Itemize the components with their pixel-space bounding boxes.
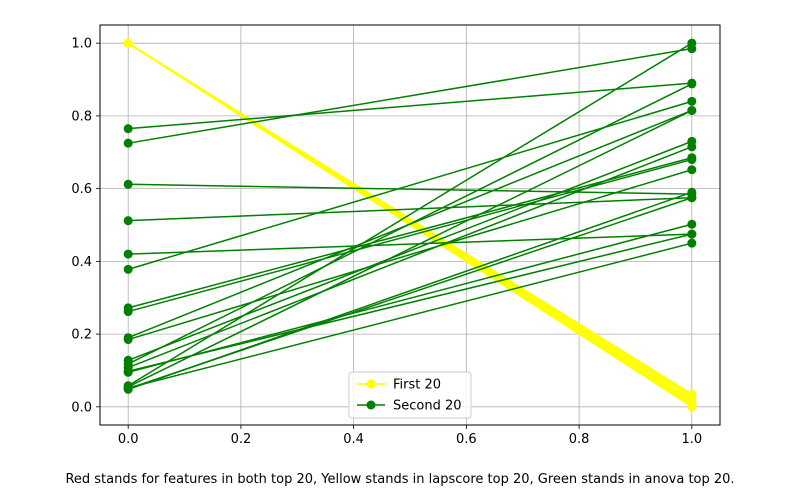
series-line	[127, 223, 693, 373]
legend-label: Second 20	[393, 399, 462, 414]
series-line	[128, 47, 692, 144]
data-point	[687, 155, 697, 165]
x-tick-label: 0.6	[456, 432, 477, 447]
data-point	[123, 38, 133, 48]
x-tick-label: 0.0	[118, 432, 139, 447]
data-point	[687, 142, 697, 152]
series-layer	[123, 38, 697, 412]
data-point	[687, 238, 697, 248]
y-tick-label: 0.6	[71, 182, 92, 197]
series-line	[127, 83, 693, 365]
legend: First 20 Second 20	[348, 371, 472, 419]
series-line	[127, 100, 693, 271]
series-line	[127, 42, 693, 387]
y-tick-label: 1.0	[71, 37, 92, 52]
data-point	[123, 384, 133, 394]
data-point	[123, 179, 133, 189]
series-line	[127, 242, 693, 389]
series-line	[127, 42, 693, 408]
series-line	[127, 109, 693, 388]
data-point	[687, 105, 697, 115]
data-point	[687, 219, 697, 229]
data-point	[687, 79, 697, 89]
data-point	[687, 96, 697, 106]
series-line	[127, 169, 693, 341]
series-2	[123, 38, 697, 394]
x-tick-label: 0.8	[569, 432, 590, 447]
x-tick-label: 0.4	[343, 432, 364, 447]
legend-label: First 20	[393, 378, 441, 393]
data-point	[687, 165, 697, 175]
series-line	[128, 82, 692, 130]
series-line	[128, 183, 692, 195]
series-line	[127, 158, 693, 313]
legend-swatch-marker	[366, 400, 376, 410]
y-tick-label: 0.4	[71, 255, 92, 270]
legend-swatch-marker	[366, 379, 376, 389]
y-tick-label: 0.8	[71, 109, 92, 124]
data-point	[687, 193, 697, 203]
data-point	[123, 138, 133, 148]
data-point	[123, 249, 133, 259]
x-tick-label: 0.2	[231, 432, 252, 447]
y-tick-label: 0.0	[71, 400, 92, 415]
series-line	[127, 197, 693, 390]
data-point	[123, 335, 133, 345]
data-point	[123, 264, 133, 274]
series-line	[127, 146, 693, 369]
data-point	[123, 367, 133, 377]
y-tick-label: 0.2	[71, 328, 92, 343]
x-tick-label: 1.0	[681, 432, 702, 447]
data-point	[687, 229, 697, 239]
series-line	[127, 157, 693, 309]
data-point	[687, 38, 697, 48]
ticks: 0.0 0.2 0.4 0.6 0.8 1.0 0.0 0.2 0.4 0.6 0.8 1.0	[71, 37, 702, 447]
series-line	[127, 140, 693, 361]
data-point	[687, 402, 697, 412]
data-point	[123, 307, 133, 317]
series-line	[128, 233, 692, 255]
plot-frame	[99, 24, 721, 426]
series-line	[128, 196, 692, 222]
data-point	[123, 216, 133, 226]
data-point	[123, 124, 133, 134]
figure-caption: Red stands for features in both top 20, …	[65, 472, 735, 487]
